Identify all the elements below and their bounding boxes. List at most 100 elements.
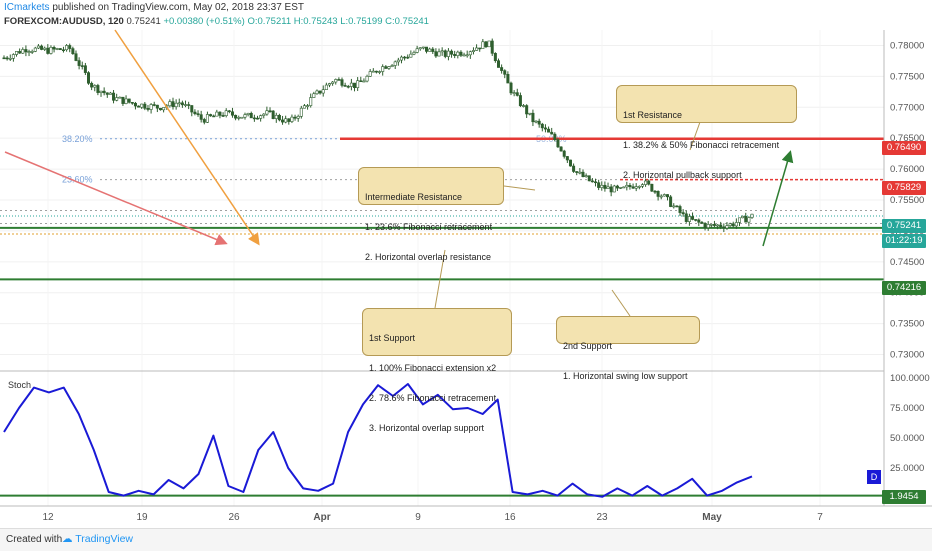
- note-1st-support[interactable]: 1st Support 1. 100% Fibonacci extension …: [362, 308, 512, 433]
- candle-body: [515, 92, 519, 96]
- candle-body: [268, 110, 272, 113]
- candle-body: [171, 101, 175, 108]
- candle-body: [712, 224, 716, 226]
- candle-body: [625, 184, 629, 188]
- note-2nd-support[interactable]: 2nd Support 1. Horizontal swing low supp…: [556, 316, 700, 381]
- candle-body: [547, 128, 551, 133]
- candle-body: [697, 219, 701, 223]
- candle-body: [224, 110, 228, 116]
- candle-body: [659, 195, 663, 198]
- candle-body: [259, 115, 263, 119]
- candle-body: [2, 57, 6, 60]
- time-tick-label: Apr: [313, 512, 330, 523]
- candle-body: [246, 112, 250, 115]
- note-leader: [503, 185, 536, 191]
- candle-body: [584, 175, 588, 177]
- candle-body: [396, 59, 400, 63]
- price-change: +0.00380 (+0.51%): [163, 16, 245, 27]
- note-line: 1. Horizontal swing low support: [563, 371, 688, 381]
- candle-body: [656, 191, 660, 197]
- candle-body: [575, 171, 579, 173]
- tradingview-logo[interactable]: ☁ TradingView: [62, 533, 133, 545]
- candle-body: [33, 47, 37, 52]
- time-tick-label: 9: [415, 512, 421, 523]
- note-1st-resistance[interactable]: 1st Resistance 1. 38.2% & 50% Fibonacci …: [616, 85, 797, 180]
- price-tick-label: 0.78000: [890, 40, 924, 51]
- symbol-line: FOREXCOM:AUDUSD, 120 0.75241 +0.00380 (+…: [4, 16, 429, 27]
- candle-body: [127, 98, 131, 103]
- candle-body: [691, 216, 695, 220]
- candle-body: [143, 103, 147, 109]
- candle-body: [747, 217, 751, 223]
- symbol-name[interactable]: FOREXCOM:AUDUSD, 120: [4, 16, 124, 27]
- publisher-line: ICmarkets published on TradingView.com, …: [4, 2, 304, 13]
- candle-body: [302, 105, 306, 109]
- candle-body: [61, 49, 65, 52]
- candle-body: [87, 72, 91, 84]
- candle-body: [597, 182, 601, 188]
- price-tag-intermediate-resistance: 0.75829: [882, 181, 926, 195]
- candle-body: [734, 222, 738, 227]
- candle-body: [428, 48, 432, 52]
- candle-body: [418, 47, 422, 50]
- candle-body: [421, 46, 425, 49]
- candle-body: [665, 194, 669, 198]
- candle-body: [299, 107, 303, 117]
- candle-body: [716, 224, 720, 227]
- candle-body: [434, 51, 438, 57]
- candle-body: [321, 89, 325, 94]
- candle-body: [287, 118, 291, 122]
- candle-body: [118, 96, 122, 99]
- candle-body: [262, 113, 266, 116]
- candle-body: [199, 114, 203, 120]
- candle-body: [653, 190, 657, 193]
- candle-body: [603, 184, 607, 189]
- candle-body: [562, 150, 566, 157]
- time-tick-label: 19: [136, 512, 148, 523]
- candle-body: [21, 49, 25, 54]
- candle-body: [681, 212, 685, 215]
- candle-body: [706, 224, 710, 228]
- stoch-tick-label: 75.0000: [890, 403, 924, 414]
- candle-body: [678, 206, 682, 213]
- candle-body: [518, 95, 522, 107]
- candle-body: [184, 104, 188, 106]
- d-badge[interactable]: D: [867, 470, 881, 484]
- candle-body: [337, 79, 341, 81]
- candle-body: [731, 223, 735, 227]
- candle-body: [209, 114, 213, 117]
- candle-body: [669, 196, 673, 207]
- time-tick-label: 7: [817, 512, 823, 523]
- candle-body: [475, 47, 479, 51]
- chart-header: ICmarkets published on TradingView.com, …: [0, 0, 932, 30]
- candle-body: [709, 224, 713, 226]
- candle-body: [212, 115, 216, 118]
- candle-body: [374, 70, 378, 73]
- candle-body: [359, 80, 363, 83]
- fib-label-23: 23.60%: [62, 175, 93, 185]
- note-intermediate-resistance[interactable]: Intermediate Resistance 1. 23.6% Fibonac…: [358, 167, 504, 262]
- fib-label-38: 38.20%: [62, 134, 93, 144]
- candle-body: [265, 110, 269, 115]
- candle-body: [27, 51, 31, 53]
- candle-body: [559, 146, 563, 152]
- price-tick-label: 0.73500: [890, 319, 924, 330]
- candle-body: [662, 194, 666, 197]
- candle-body: [737, 217, 741, 223]
- candle-body: [628, 184, 632, 188]
- candle-body: [137, 105, 141, 108]
- candle-body: [190, 105, 194, 113]
- candle-body: [133, 102, 137, 107]
- candle-body: [318, 90, 322, 94]
- price-tick-label: 0.76500: [890, 133, 924, 144]
- candle-body: [631, 186, 635, 189]
- candle-body: [409, 53, 413, 58]
- stoch-tick-label: 50.0000: [890, 433, 924, 444]
- candle-body: [162, 107, 166, 111]
- candle-body: [572, 165, 576, 172]
- candle-body: [146, 108, 150, 110]
- candle-body: [240, 116, 244, 119]
- candle-body: [622, 186, 626, 189]
- candle-body: [615, 185, 619, 189]
- publisher-brand[interactable]: ICmarkets: [4, 2, 50, 13]
